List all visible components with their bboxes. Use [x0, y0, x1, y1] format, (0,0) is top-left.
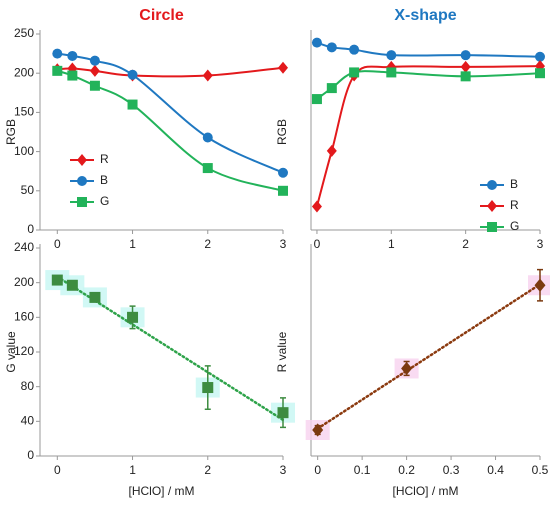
y-tick-label: 50	[21, 183, 35, 197]
data-point	[89, 80, 100, 91]
data-point	[202, 69, 213, 82]
x-tick-label: 2	[462, 237, 469, 251]
legend-label: G	[510, 219, 519, 233]
series-line	[315, 65, 541, 207]
data-point	[311, 37, 322, 48]
data-point	[67, 50, 78, 61]
x-tick-label: 0.2	[398, 463, 415, 477]
legend-label: G	[100, 194, 109, 208]
data-point	[202, 163, 213, 174]
data-point	[460, 71, 471, 82]
x-tick-label: 3	[280, 237, 287, 251]
data-point	[51, 274, 63, 286]
legend-label: B	[100, 173, 108, 187]
x-tick-label: 0	[314, 237, 321, 251]
data-point	[52, 48, 63, 59]
trendline	[316, 283, 542, 430]
data-point	[311, 200, 322, 213]
legend-marker	[487, 180, 497, 190]
data-point	[386, 67, 397, 78]
data-point	[89, 64, 100, 77]
y-axis-label: R value	[275, 331, 289, 372]
data-point	[127, 69, 138, 80]
y-tick-label: 150	[14, 105, 34, 119]
chart-title: X-shape	[394, 7, 456, 24]
x-tick-label: 3	[280, 463, 287, 477]
y-tick-label: 100	[14, 144, 34, 158]
x-tick-label: 1	[129, 237, 136, 251]
data-point	[326, 144, 337, 157]
data-point	[89, 291, 101, 303]
data-point	[326, 83, 337, 94]
chart-title: Circle	[139, 7, 184, 24]
y-tick-label: 120	[14, 344, 34, 358]
x-tick-label: 0.3	[443, 463, 460, 477]
legend-label: R	[100, 152, 109, 166]
data-point	[311, 94, 322, 105]
data-point	[127, 311, 139, 323]
y-tick-label: 160	[14, 310, 34, 324]
data-point	[349, 44, 360, 55]
data-point	[202, 382, 214, 394]
data-point	[127, 99, 138, 110]
y-tick-label: 80	[21, 379, 35, 393]
x-tick-label: 0	[54, 237, 61, 251]
x-tick-label: 3	[537, 237, 544, 251]
legend-label: B	[510, 177, 518, 191]
data-point	[89, 55, 100, 66]
x-tick-label: 0.1	[354, 463, 371, 477]
y-tick-label: 200	[14, 65, 34, 79]
data-point	[326, 42, 337, 53]
legend-marker	[77, 176, 87, 186]
data-point	[535, 68, 545, 79]
data-point	[349, 67, 360, 78]
data-point	[277, 407, 289, 419]
legend-marker	[77, 154, 87, 166]
data-point	[386, 50, 397, 61]
y-tick-label: 240	[14, 240, 34, 254]
data-point	[401, 361, 413, 376]
x-tick-label: 0	[54, 463, 61, 477]
data-point	[460, 50, 471, 61]
y-tick-label: 0	[27, 448, 34, 462]
data-point	[534, 278, 546, 292]
data-point	[278, 185, 288, 196]
y-tick-label: 0	[27, 222, 34, 236]
data-point	[278, 61, 288, 74]
data-point	[52, 65, 63, 76]
legend-marker	[487, 200, 497, 212]
data-point	[460, 60, 471, 73]
y-axis-label: RGB	[4, 119, 18, 145]
x-tick-label: 1	[129, 463, 136, 477]
x-tick-label: 0.4	[487, 463, 504, 477]
data-point	[278, 167, 288, 178]
legend-marker	[487, 222, 497, 232]
data-point	[535, 51, 545, 62]
legend-marker	[77, 197, 87, 207]
x-tick-label: 2	[204, 237, 211, 251]
legend-label: R	[510, 198, 519, 212]
y-tick-label: 40	[21, 414, 35, 428]
x-tick-label: 0.5	[532, 463, 549, 477]
data-point	[66, 279, 78, 291]
x-axis-label: [HClO] / mM	[393, 484, 459, 498]
data-point	[202, 132, 213, 143]
x-axis-label: [HClO] / mM	[129, 484, 195, 498]
data-point	[312, 423, 324, 437]
y-tick-label: 250	[14, 26, 34, 40]
data-point	[67, 70, 78, 81]
x-tick-label: 2	[204, 463, 211, 477]
y-axis-label: G value	[4, 331, 18, 373]
x-tick-label: 1	[388, 237, 395, 251]
x-tick-label: 0	[314, 463, 321, 477]
y-axis-label: RGB	[275, 119, 289, 145]
y-tick-label: 200	[14, 275, 34, 289]
